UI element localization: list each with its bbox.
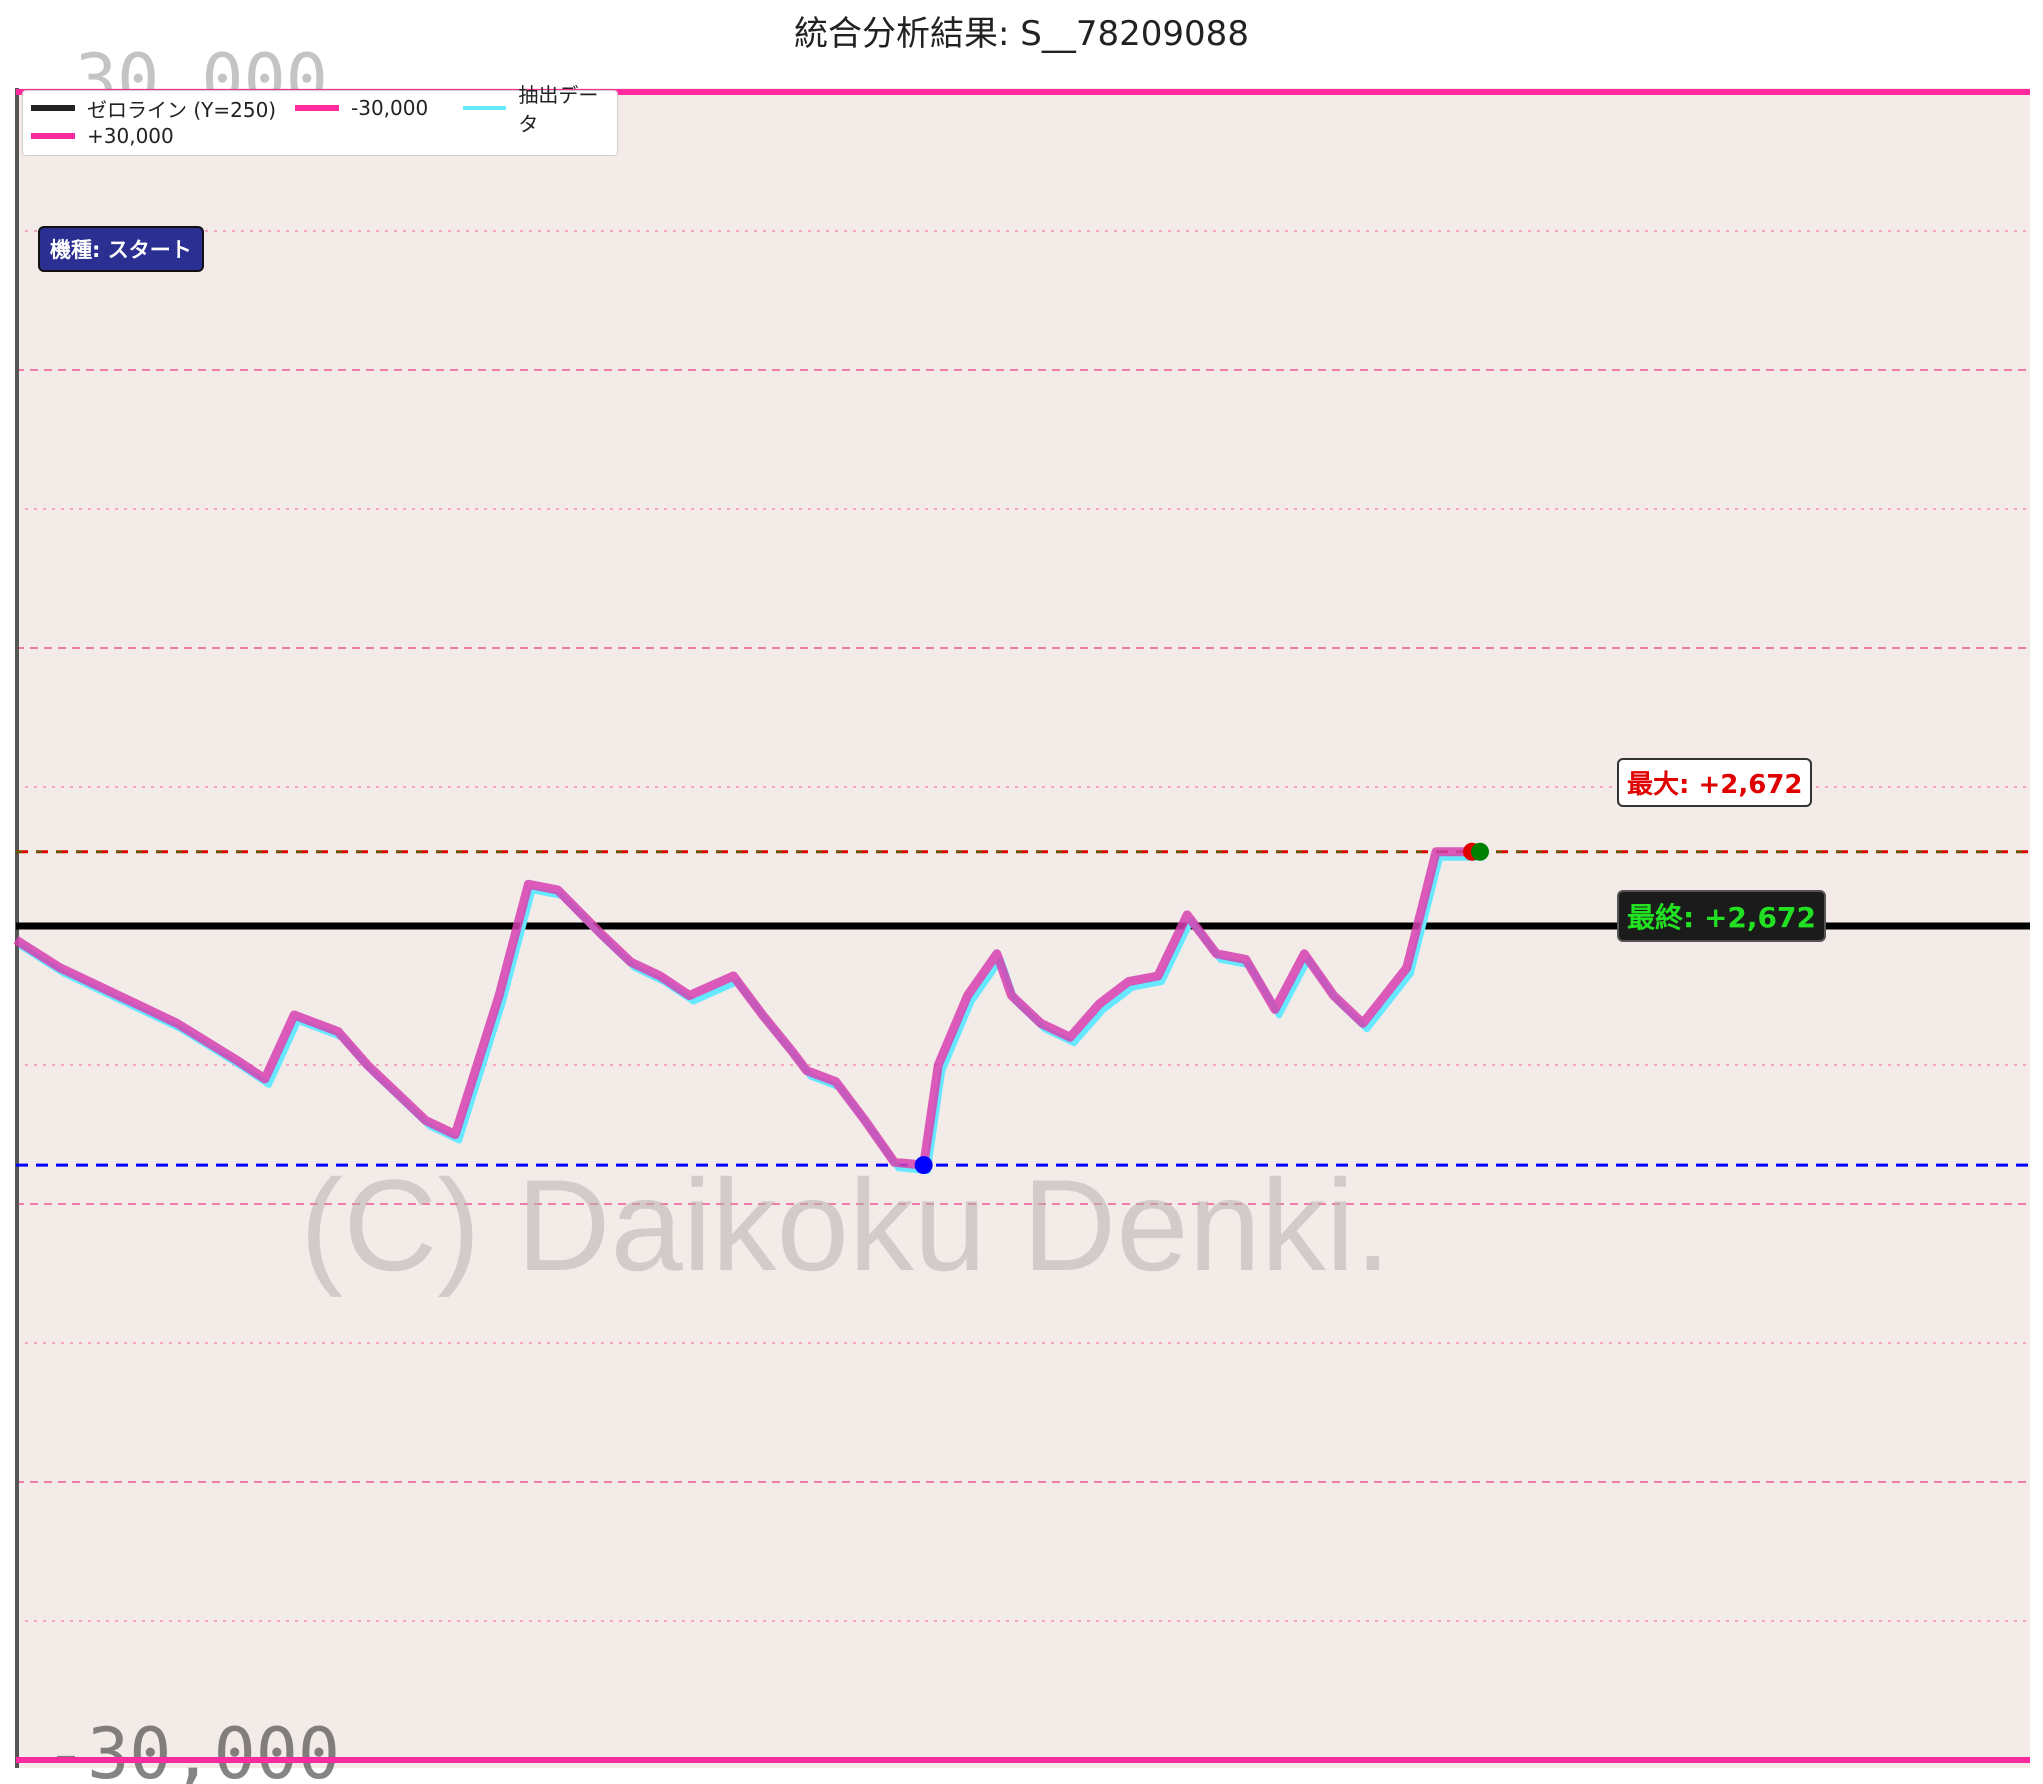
legend-swatch-minus xyxy=(295,105,339,111)
legend-item-zero: ゼロライン (Y=250) xyxy=(31,95,277,122)
machine-badge: 機種: スタート xyxy=(38,226,204,272)
legend-label-minus: -30,000 xyxy=(351,96,429,120)
markers-group xyxy=(914,842,1489,1175)
legend-swatch-data xyxy=(463,106,507,110)
max-value-badge: 最大: +2,672 xyxy=(1617,758,1813,807)
min-point xyxy=(914,1156,933,1175)
legend-label-zero: ゼロライン (Y=250) xyxy=(87,97,277,122)
legend-item-plus: +30,000 xyxy=(31,123,174,149)
legend-label-plus: +30,000 xyxy=(87,124,174,148)
chart-title: 統合分析結果: S__78209088 xyxy=(794,14,1249,54)
legend-swatch-plus xyxy=(31,133,75,139)
series-line-original xyxy=(13,847,1480,1170)
legend-item-data: 抽出データ xyxy=(463,83,617,136)
series-group xyxy=(13,847,1484,1175)
tick-label-bottom: -30,000 xyxy=(45,1713,340,1784)
final-value-badge: 最終: +2,672 xyxy=(1617,890,1826,942)
final-point xyxy=(1471,842,1489,861)
watermark: (C) Daikoku Denki. xyxy=(300,1152,1391,1298)
legend-swatch-zero xyxy=(31,105,75,111)
legend-label-data: 抽出データ xyxy=(518,83,599,136)
legend-item-minus: -30,000 xyxy=(295,95,428,121)
grid xyxy=(16,230,2030,1622)
legend: ゼロライン (Y=250) -30,000 抽出データ +30,000 xyxy=(22,83,618,156)
